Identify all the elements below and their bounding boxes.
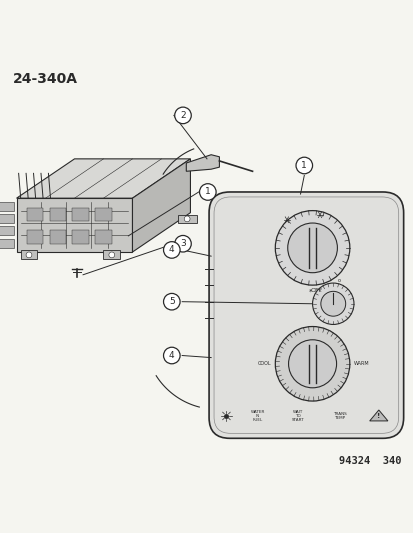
Polygon shape (132, 159, 190, 252)
Bar (72, 230, 89, 244)
Bar (95, 208, 112, 221)
Circle shape (275, 327, 349, 401)
Circle shape (163, 293, 180, 310)
Text: 1: 1 (301, 161, 306, 170)
FancyBboxPatch shape (209, 192, 403, 438)
Circle shape (184, 216, 190, 222)
Circle shape (312, 283, 353, 325)
Circle shape (287, 223, 337, 273)
Bar (178, 215, 196, 223)
Circle shape (275, 211, 349, 285)
Text: COOL: COOL (257, 361, 271, 366)
Bar (95, 230, 112, 244)
Text: 4: 4 (169, 245, 174, 254)
Bar (0, 201, 14, 211)
Circle shape (109, 252, 114, 258)
Text: OFF: OFF (310, 288, 322, 294)
Bar (50, 230, 66, 244)
Bar (0, 239, 14, 248)
Circle shape (320, 292, 345, 316)
Circle shape (199, 184, 216, 200)
Text: 94324  340: 94324 340 (338, 456, 401, 466)
Circle shape (295, 157, 312, 174)
Circle shape (288, 340, 336, 388)
Text: 2: 2 (180, 111, 185, 120)
Bar (50, 208, 66, 221)
Text: 4: 4 (169, 351, 174, 360)
Polygon shape (17, 198, 132, 252)
Text: o: o (337, 278, 340, 283)
Polygon shape (17, 159, 190, 198)
Bar (27, 230, 43, 244)
Circle shape (174, 107, 191, 124)
Bar (21, 251, 37, 260)
Polygon shape (186, 155, 219, 171)
Polygon shape (369, 410, 387, 421)
Bar (0, 214, 14, 223)
Text: 1: 1 (204, 188, 210, 197)
Text: *: * (308, 288, 311, 294)
Bar (103, 251, 120, 260)
Text: 3: 3 (180, 239, 185, 248)
Bar (27, 208, 43, 221)
Bar (72, 208, 89, 221)
Text: WATER
IN
FUEL: WATER IN FUEL (250, 410, 264, 422)
Text: WARM: WARM (353, 361, 369, 366)
Text: 24-340A: 24-340A (12, 72, 77, 86)
Text: TRANS
TEMP: TRANS TEMP (332, 412, 346, 420)
Circle shape (163, 241, 180, 258)
Circle shape (26, 252, 32, 258)
Circle shape (174, 236, 191, 252)
Text: 5: 5 (169, 297, 174, 306)
Text: WAIT
TO
START: WAIT TO START (291, 410, 304, 422)
Bar (0, 227, 14, 236)
Circle shape (163, 347, 180, 364)
Text: !: ! (376, 414, 380, 419)
